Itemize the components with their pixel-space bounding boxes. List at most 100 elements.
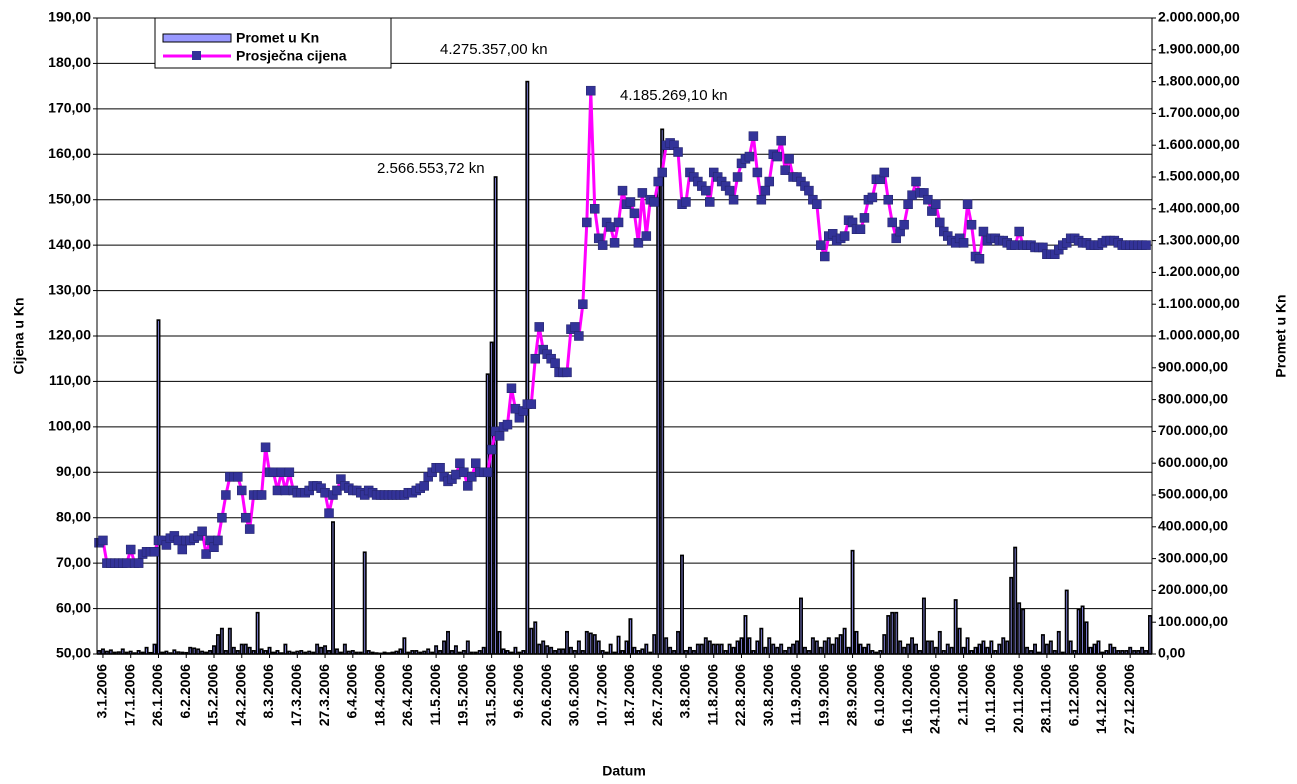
x-tick-label: 17.1.2006 [121, 664, 137, 726]
bar [283, 643, 288, 655]
bar [894, 611, 899, 655]
marker [958, 238, 969, 248]
x-tick-label: 24.10.2006 [927, 664, 943, 734]
y2-tick-label: 1.600.000,00 [1158, 136, 1240, 152]
bar [715, 643, 720, 655]
x-tick-label: 6.12.2006 [1065, 664, 1081, 726]
marker [586, 85, 596, 96]
bar [902, 646, 907, 655]
marker [1014, 226, 1024, 237]
bar [1009, 576, 1014, 655]
y2-tick-label: 200.000,00 [1158, 581, 1228, 597]
bar [1068, 640, 1073, 655]
marker [605, 222, 616, 232]
bar [1013, 546, 1018, 655]
marker [855, 224, 866, 234]
bar [1128, 646, 1133, 655]
bar [656, 182, 661, 655]
bar [1108, 643, 1113, 655]
bar [846, 646, 851, 655]
marker [653, 176, 663, 187]
bar [644, 643, 649, 655]
bar [616, 635, 621, 655]
bar [624, 640, 629, 655]
bar [854, 630, 859, 655]
bar [1092, 643, 1097, 655]
bar [533, 621, 538, 655]
bar [890, 611, 895, 655]
marker [272, 485, 283, 496]
marker [903, 199, 913, 210]
marker [133, 558, 144, 568]
bar [108, 649, 113, 655]
bar [1148, 615, 1153, 655]
bar [1048, 640, 1053, 655]
bar [719, 643, 724, 655]
bar [549, 646, 554, 655]
bar [537, 643, 542, 655]
y2-axis-title: Promet u Kn [1273, 294, 1289, 377]
bar [434, 645, 439, 655]
bar [584, 630, 589, 655]
bar [945, 643, 950, 655]
bar [227, 627, 232, 655]
marker [923, 194, 933, 205]
marker [98, 535, 108, 546]
x-tick-label: 3.8.2006 [677, 664, 693, 719]
bar [592, 634, 597, 655]
bar [826, 637, 831, 655]
bar [188, 646, 193, 655]
marker [887, 217, 897, 228]
x-tick-label: 22.8.2006 [732, 664, 748, 726]
plot-frame [96, 17, 1153, 655]
marker [625, 197, 636, 207]
bar [608, 643, 613, 655]
marker [839, 231, 850, 241]
x-tick-label: 19.5.2006 [455, 664, 471, 726]
bar [822, 640, 827, 655]
marker [931, 199, 941, 210]
bar [402, 637, 407, 655]
y-tick-label: 50,00 [56, 645, 91, 661]
bar [973, 646, 978, 655]
bar [1040, 634, 1045, 655]
bar [576, 640, 581, 655]
bar [557, 648, 562, 655]
marker [217, 512, 227, 523]
bar [628, 618, 633, 655]
bar [886, 615, 891, 655]
marker [629, 208, 640, 219]
marker [907, 190, 917, 200]
y2-tick-label: 1.100.000,00 [1158, 295, 1240, 311]
annotation: 4.185.269,10 kn [620, 87, 728, 104]
marker [681, 197, 691, 207]
bar [977, 643, 982, 655]
marker [582, 217, 592, 228]
marker [486, 444, 497, 455]
bar [699, 643, 704, 655]
marker [574, 331, 584, 341]
bar [997, 643, 1002, 655]
y-tick-label: 170,00 [48, 100, 91, 116]
bar [1033, 643, 1037, 655]
marker [867, 192, 878, 203]
marker [177, 544, 188, 555]
bar [196, 648, 201, 655]
bar [489, 341, 494, 655]
bar [501, 648, 506, 655]
bar [731, 646, 736, 655]
bar [687, 646, 692, 655]
y-tick-label: 90,00 [56, 463, 91, 479]
bar [493, 176, 498, 655]
bar [676, 630, 681, 655]
bar [838, 634, 843, 655]
bar [1021, 608, 1026, 655]
bar [743, 615, 748, 655]
bar [1096, 640, 1101, 655]
marker [962, 199, 973, 210]
marker [280, 485, 291, 496]
bar [144, 646, 149, 655]
bar [814, 640, 819, 655]
bar [830, 643, 835, 655]
marker [641, 231, 652, 241]
